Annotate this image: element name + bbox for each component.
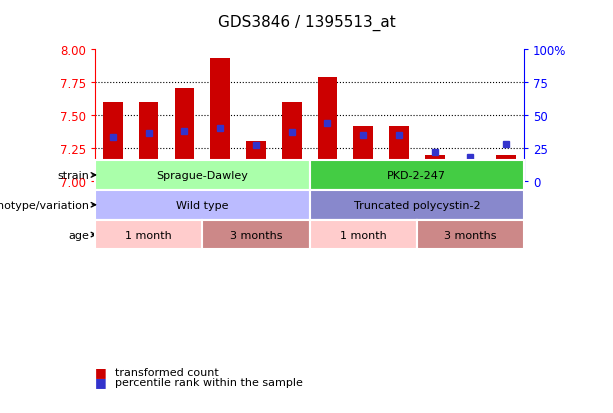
Bar [497,155,516,182]
Text: 3 months: 3 months [444,230,497,240]
Bar [389,126,409,182]
Text: transformed count: transformed count [115,367,218,377]
Bar [353,126,373,182]
Bar [103,102,123,182]
Bar [175,89,194,182]
Text: GDS3846 / 1395513_at: GDS3846 / 1395513_at [218,14,395,31]
Bar [246,142,266,182]
Bar [282,102,302,182]
Bar [210,59,230,182]
Text: 3 months: 3 months [230,230,282,240]
Text: Sprague-Dawley: Sprague-Dawley [156,171,248,180]
Text: genotype/variation: genotype/variation [0,200,89,210]
Bar [460,179,481,182]
Bar [318,77,337,182]
Text: percentile rank within the sample: percentile rank within the sample [115,377,302,387]
Text: 1 month: 1 month [340,230,387,240]
Bar [139,102,159,182]
Text: ■: ■ [95,375,107,389]
Bar [425,155,444,182]
Text: PKD-2-247: PKD-2-247 [387,171,446,180]
Text: Wild type: Wild type [176,200,229,210]
Text: 1 month: 1 month [125,230,172,240]
Text: strain: strain [57,171,89,180]
Text: 3 months: 3 months [230,230,282,240]
Text: 1 month: 1 month [125,230,172,240]
Text: ■: ■ [95,365,107,378]
Text: age: age [68,230,89,240]
Text: 1 month: 1 month [340,230,387,240]
Text: Truncated polycystin-2: Truncated polycystin-2 [354,200,480,210]
Text: 3 months: 3 months [444,230,497,240]
